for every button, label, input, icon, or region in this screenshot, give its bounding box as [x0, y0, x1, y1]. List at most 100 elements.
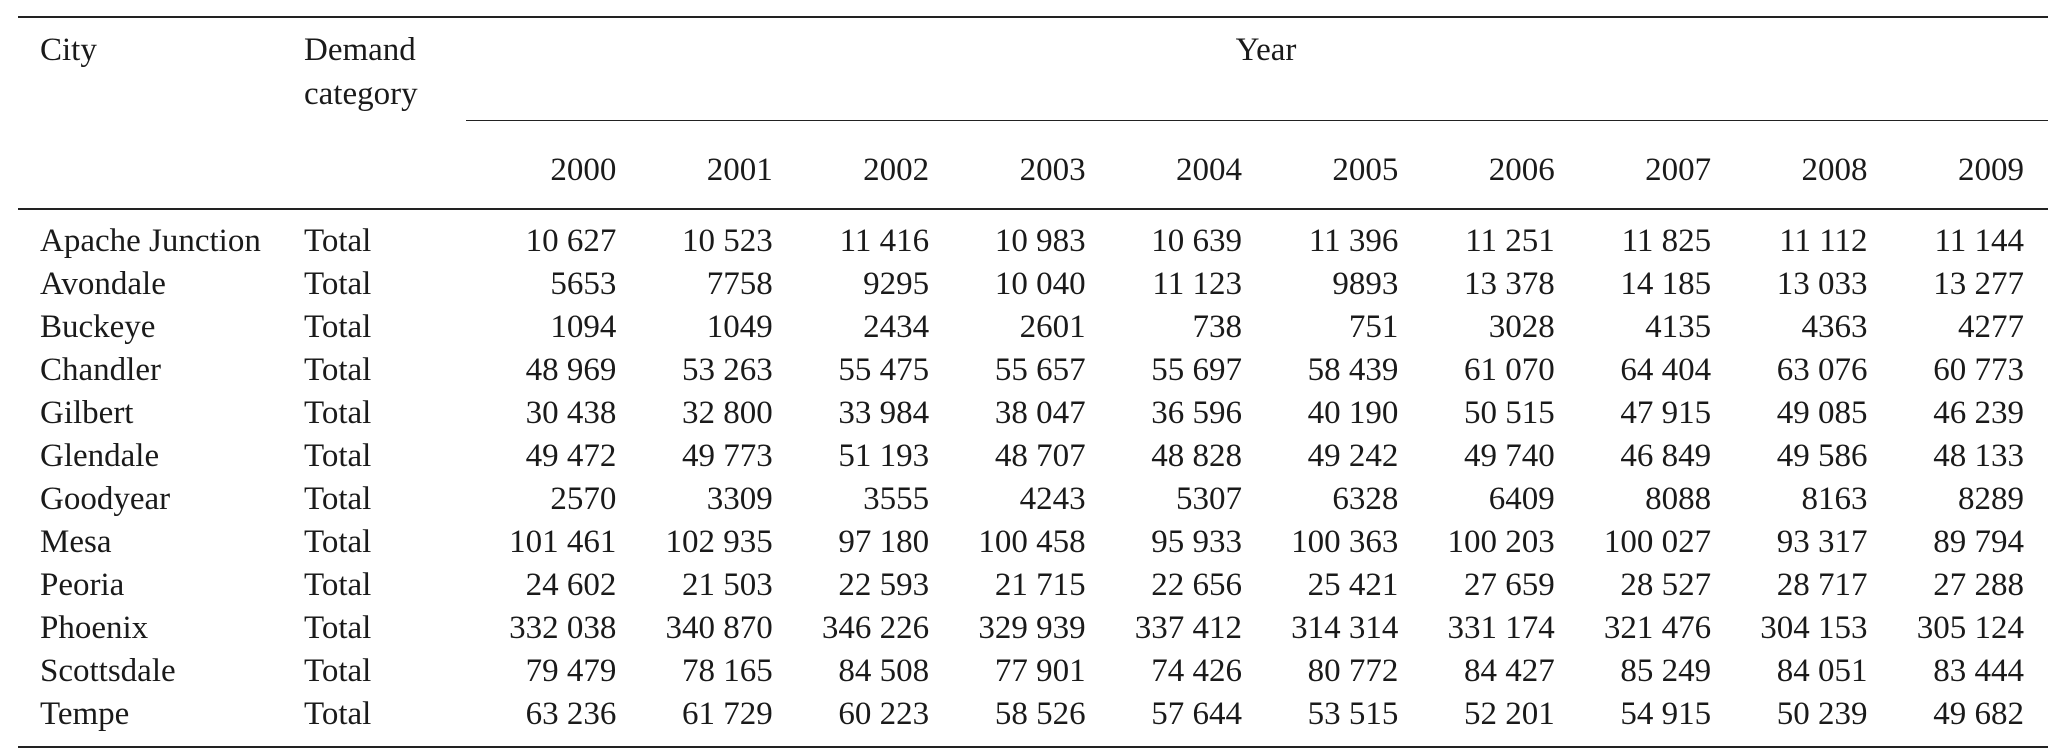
cell-city: Mesa [40, 524, 112, 560]
cell-value: 8289 [1958, 481, 2024, 517]
cell-value: 22 656 [1151, 567, 1242, 603]
cell-value: 5307 [1175, 481, 1242, 517]
cell-value: 84 508 [838, 653, 930, 689]
cell-value: 10 523 [682, 223, 773, 259]
cell-city: Gilbert [40, 395, 134, 431]
cell-value: 83 444 [1933, 653, 2024, 689]
cell-value: 5653 [550, 266, 617, 302]
table-row: Phoenix Total 332 038 340 870 346 226 329 939… [18, 607, 2048, 650]
cell-value: 22 593 [838, 567, 930, 603]
cell-value: 63 236 [484, 693, 641, 748]
cell-value: 49 242 [1307, 438, 1399, 474]
cell-value: 61 070 [1463, 352, 1555, 388]
cell-city: Scottsdale [40, 653, 176, 689]
cell-value: 4363 [1801, 309, 1868, 345]
column-header-year-2003: 2003 [953, 132, 1110, 210]
cell-value: 89 794 [1933, 524, 2024, 560]
cell-value: 21 715 [994, 567, 1086, 603]
cell-value: 8088 [1645, 481, 1712, 517]
table-row: Buckeye Total 1094 1049 2434 2601 738 751 3028 41… [18, 306, 2048, 349]
cell-value: 2570 [550, 481, 617, 517]
cell-value: 304 153 [1760, 610, 1868, 646]
cell-value: 751 [1348, 309, 1399, 345]
cell-value: 48 133 [1933, 438, 2024, 474]
cell-value: 6409 [1488, 481, 1555, 517]
column-header-year-2009: 2009 [1891, 132, 2048, 210]
cell-value: 57 644 [1109, 693, 1266, 748]
cell-value: 100 458 [978, 524, 1086, 560]
table-row: Goodyear Total 2570 3309 3555 4243 5307 6328 640… [18, 478, 2048, 521]
table-row: Gilbert Total 30 438 32 800 33 984 38 047 36 5… [18, 392, 2048, 435]
cell-value: 50 239 [1735, 693, 1892, 748]
table-row: Tempe Total 63 236 61 729 60 223 58 526 57 644… [18, 693, 2048, 748]
cell-city: Buckeye [40, 309, 156, 345]
table-body: Apache Junction Total 10 627 10 523 11 416 10… [18, 209, 2048, 748]
cell-value: 21 503 [682, 567, 773, 603]
cell-value: 2601 [1019, 309, 1086, 345]
cell-value: 100 203 [1447, 524, 1555, 560]
header-blank-city [18, 132, 300, 210]
cell-value: 78 165 [682, 653, 773, 689]
cell-value: 53 515 [1265, 693, 1423, 748]
cell-value: 4135 [1645, 309, 1712, 345]
cell-value: 53 263 [682, 352, 773, 388]
cell-value: 46 849 [1620, 438, 1712, 474]
cell-demand-category: Total [300, 693, 484, 748]
cell-value: 11 144 [1934, 223, 2024, 259]
cell-demand-category: Total [304, 266, 372, 302]
cell-value: 50 515 [1463, 395, 1555, 431]
cell-value: 11 396 [1308, 223, 1399, 259]
cell-city: Goodyear [40, 481, 171, 517]
cell-demand-category: Total [304, 352, 372, 388]
cell-demand-category: Total [304, 438, 372, 474]
cell-value: 58 526 [953, 693, 1110, 748]
cell-value: 49 682 [1891, 693, 2048, 748]
cell-value: 58 439 [1307, 352, 1399, 388]
cell-value: 11 825 [1621, 223, 1712, 259]
cell-city: Peoria [40, 567, 125, 603]
cell-value: 52 201 [1422, 693, 1579, 748]
cell-value: 101 461 [509, 524, 617, 560]
cell-value: 84 427 [1463, 653, 1555, 689]
cell-city: Glendale [40, 438, 160, 474]
cell-value: 100 027 [1603, 524, 1712, 560]
cell-value: 7758 [706, 266, 773, 302]
table-row: Avondale Total 5653 7758 9295 10 040 11 123 989… [18, 263, 2048, 306]
cell-value: 9893 [1332, 266, 1399, 302]
cell-value: 11 112 [1779, 223, 1868, 259]
cell-value: 13 378 [1463, 266, 1555, 302]
cell-value: 28 717 [1776, 567, 1868, 603]
cell-value: 49 773 [682, 438, 773, 474]
cell-value: 95 933 [1151, 524, 1242, 560]
cell-value: 55 697 [1151, 352, 1242, 388]
cell-value: 332 038 [509, 610, 617, 646]
cell-value: 51 193 [838, 438, 930, 474]
cell-value: 32 800 [682, 395, 773, 431]
table-row: Scottsdale Total 79 479 78 165 84 508 77 901 7… [18, 650, 2048, 693]
cell-value: 84 051 [1776, 653, 1868, 689]
cell-value: 47 915 [1620, 395, 1712, 431]
cell-value: 3028 [1488, 309, 1555, 345]
cell-value: 11 251 [1465, 223, 1555, 259]
cell-demand-category: Total [304, 395, 372, 431]
cell-value: 11 123 [1152, 266, 1242, 302]
water-demand-table: City Demand category Year 2000 2001 2002 20… [18, 16, 2048, 748]
cell-value: 1049 [706, 309, 773, 345]
cell-value: 13 277 [1933, 266, 2024, 302]
column-header-city: City [18, 16, 300, 132]
cell-value: 49 740 [1463, 438, 1555, 474]
cell-value: 346 226 [821, 610, 930, 646]
water-demand-table-container: City Demand category Year 2000 2001 2002 20… [18, 16, 2048, 748]
cell-value: 54 915 [1578, 693, 1736, 748]
column-header-year-2006: 2006 [1422, 132, 1579, 210]
cell-value: 100 363 [1291, 524, 1399, 560]
column-header-year-group: Year [484, 16, 2048, 132]
cell-value: 340 870 [665, 610, 773, 646]
cell-value: 55 657 [994, 352, 1086, 388]
cell-value: 48 969 [525, 352, 617, 388]
cell-value: 63 076 [1776, 352, 1868, 388]
cell-city: Apache Junction [40, 223, 261, 259]
cell-value: 1094 [550, 309, 617, 345]
cell-demand-category: Total [304, 653, 372, 689]
year-header-rule [466, 120, 2048, 121]
